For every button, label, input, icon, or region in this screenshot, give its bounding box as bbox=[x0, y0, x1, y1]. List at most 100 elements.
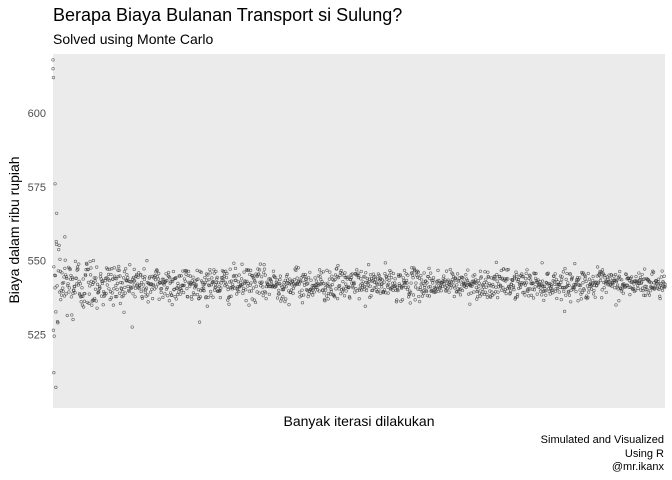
data-point bbox=[378, 291, 383, 295]
data-point bbox=[87, 301, 91, 306]
data-point bbox=[73, 259, 78, 263]
data-point bbox=[228, 280, 232, 284]
data-point bbox=[523, 283, 527, 287]
data-point bbox=[94, 276, 98, 280]
data-point bbox=[377, 273, 381, 278]
data-point bbox=[637, 271, 641, 275]
data-point bbox=[646, 277, 650, 281]
data-point bbox=[504, 292, 508, 296]
data-point bbox=[224, 282, 228, 286]
data-point bbox=[234, 274, 238, 278]
data-point bbox=[642, 293, 646, 297]
data-point bbox=[511, 284, 516, 288]
data-point bbox=[474, 281, 478, 285]
data-point bbox=[165, 286, 169, 290]
data-point bbox=[573, 262, 577, 266]
data-point bbox=[536, 278, 540, 282]
data-point bbox=[118, 274, 122, 278]
data-point bbox=[387, 273, 392, 277]
data-point bbox=[253, 280, 257, 284]
data-point bbox=[506, 277, 510, 281]
data-point bbox=[364, 289, 369, 293]
data-point bbox=[146, 300, 150, 304]
data-point bbox=[263, 273, 267, 277]
data-point bbox=[355, 268, 359, 272]
data-point bbox=[122, 310, 126, 314]
data-point bbox=[631, 286, 636, 290]
data-point bbox=[60, 271, 64, 275]
data-point bbox=[226, 288, 230, 292]
data-point bbox=[115, 287, 119, 291]
data-point bbox=[371, 272, 376, 276]
data-point bbox=[476, 288, 480, 292]
data-point bbox=[342, 287, 346, 291]
data-point bbox=[63, 258, 67, 262]
data-point bbox=[363, 304, 367, 308]
data-point bbox=[535, 292, 539, 296]
data-point bbox=[282, 287, 286, 291]
data-point bbox=[281, 295, 285, 299]
data-point bbox=[474, 285, 478, 290]
data-point bbox=[341, 280, 345, 284]
data-point bbox=[549, 286, 553, 290]
data-point bbox=[318, 275, 322, 279]
data-point bbox=[323, 286, 327, 290]
data-point bbox=[166, 294, 170, 298]
data-point bbox=[610, 284, 614, 288]
data-point bbox=[582, 288, 586, 292]
data-point bbox=[445, 284, 449, 288]
data-point bbox=[477, 284, 481, 288]
data-point bbox=[361, 284, 365, 288]
data-point bbox=[65, 276, 69, 281]
data-point bbox=[402, 268, 407, 273]
data-point bbox=[356, 275, 360, 280]
data-point bbox=[425, 293, 429, 298]
data-point bbox=[194, 284, 198, 289]
y-tick-label: 525 bbox=[28, 329, 46, 341]
data-point bbox=[196, 277, 200, 281]
data-point bbox=[549, 283, 553, 287]
data-point bbox=[243, 280, 247, 284]
data-point bbox=[587, 277, 592, 281]
data-point bbox=[89, 266, 93, 270]
data-point bbox=[507, 286, 512, 290]
data-point bbox=[277, 292, 281, 296]
data-point bbox=[484, 281, 489, 285]
data-point bbox=[264, 297, 268, 301]
data-point bbox=[59, 298, 63, 302]
data-point bbox=[247, 289, 251, 293]
data-point bbox=[336, 276, 340, 280]
data-point bbox=[126, 276, 130, 280]
data-point bbox=[179, 286, 183, 291]
data-point bbox=[52, 371, 56, 375]
data-point bbox=[140, 295, 144, 299]
data-point bbox=[97, 284, 102, 289]
data-point bbox=[88, 284, 92, 288]
data-point bbox=[564, 293, 568, 297]
data-point bbox=[478, 269, 483, 273]
data-point bbox=[614, 280, 619, 284]
data-point bbox=[361, 280, 365, 284]
data-point bbox=[412, 267, 416, 271]
data-point bbox=[538, 279, 542, 284]
data-point bbox=[52, 334, 56, 338]
data-point bbox=[469, 291, 473, 295]
data-point bbox=[322, 291, 326, 295]
data-point bbox=[409, 281, 413, 285]
data-point bbox=[288, 277, 292, 281]
data-point bbox=[357, 274, 361, 278]
data-point bbox=[599, 275, 603, 279]
data-point bbox=[339, 268, 343, 273]
data-point bbox=[235, 286, 239, 290]
data-point bbox=[325, 268, 329, 273]
data-point bbox=[52, 265, 56, 269]
data-point bbox=[345, 275, 349, 279]
data-point bbox=[211, 295, 215, 299]
data-point bbox=[618, 277, 622, 281]
data-point bbox=[121, 294, 125, 298]
data-point bbox=[530, 287, 534, 291]
data-point bbox=[406, 285, 410, 289]
data-point bbox=[608, 277, 612, 281]
data-point bbox=[227, 302, 231, 306]
data-point bbox=[106, 267, 110, 271]
